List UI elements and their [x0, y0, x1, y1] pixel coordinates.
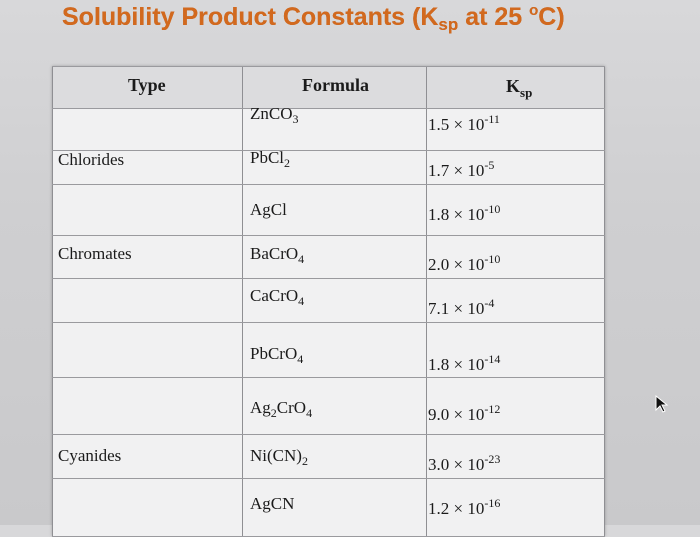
table-row-rule	[52, 184, 605, 185]
table-column-rule	[242, 66, 243, 536]
table-row-rule	[52, 478, 605, 479]
mouse-pointer-icon	[655, 395, 669, 413]
formula-cell: PbCl2	[250, 148, 291, 170]
ksp-cell: 1.8 × 10-14	[428, 352, 501, 374]
table-row-rule	[52, 322, 605, 323]
ksp-table: Type Formula Ksp ZnCO3 1.5 × 10-11 Chlorid…	[52, 66, 605, 537]
ksp-cell: 7.1 × 10-4	[428, 296, 495, 318]
formula-cell: Ni(CN)2	[250, 446, 308, 468]
table-header-band	[52, 66, 605, 108]
formula-cell: Ag2CrO4	[250, 398, 313, 420]
table-row-rule	[52, 66, 605, 67]
formula-cell: BaCrO4	[250, 244, 305, 266]
formula-cell: ZnCO3	[250, 104, 299, 126]
header-formula: Formula	[302, 75, 369, 95]
type-cell: Chlorides	[58, 150, 125, 169]
table-column-rule	[604, 66, 605, 536]
table-row-rule	[52, 434, 605, 435]
table-row-rule	[52, 150, 605, 151]
table-row-rule	[52, 235, 605, 236]
page-title: Solubility Product Constants (Ksp at 25 …	[62, 2, 565, 34]
table-row-rule	[52, 108, 605, 109]
ksp-cell: 3.0 × 10-23	[428, 452, 501, 474]
table-column-rule	[52, 66, 53, 536]
header-type: Type	[128, 75, 166, 95]
type-cell: Chromates	[58, 244, 132, 263]
table-column-rule	[426, 66, 427, 536]
table-row-rule	[52, 377, 605, 378]
header-ksp: Ksp	[506, 76, 533, 100]
ksp-cell: 1.8 × 10-10	[428, 202, 501, 224]
type-cell: Cyanides	[58, 446, 122, 465]
ksp-cell: 1.5 × 10-11	[428, 112, 500, 134]
ksp-cell: 1.7 × 10-5	[428, 158, 495, 180]
ksp-cell: 9.0 × 10-12	[428, 402, 501, 424]
ksp-cell: 1.2 × 10-16	[428, 496, 501, 518]
formula-cell: CaCrO4	[250, 286, 305, 308]
table-row-rule	[52, 278, 605, 279]
formula-cell: PbCrO4	[250, 344, 304, 366]
formula-cell: AgCl	[250, 200, 287, 219]
ksp-cell: 2.0 × 10-10	[428, 252, 501, 274]
formula-cell: AgCN	[250, 494, 295, 513]
